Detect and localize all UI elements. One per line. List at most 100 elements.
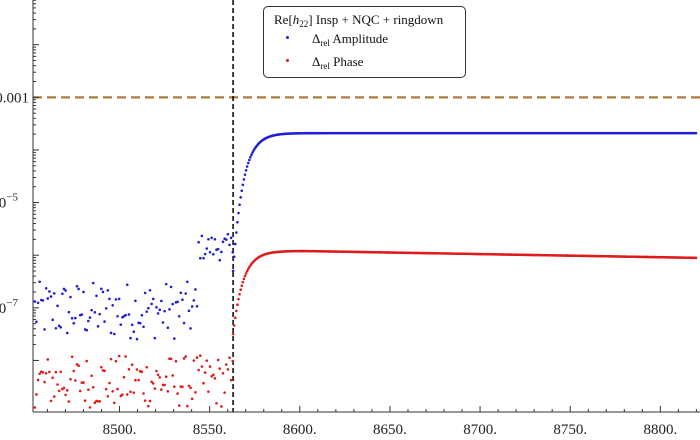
data-point [245, 269, 249, 273]
data-point [85, 359, 89, 363]
data-point [61, 292, 64, 296]
data-point [220, 405, 223, 408]
data-point [246, 161, 250, 165]
data-point [135, 368, 139, 371]
data-point [49, 295, 53, 298]
data-point [205, 247, 209, 250]
data-point [150, 302, 153, 306]
data-point [41, 371, 45, 374]
data-point [150, 380, 153, 384]
data-point [134, 378, 137, 382]
data-point [186, 280, 189, 284]
data-point [148, 289, 152, 292]
data-point [213, 377, 217, 380]
data-point [54, 370, 58, 374]
legend-marker-amplitude [286, 36, 289, 39]
data-point [70, 355, 74, 359]
data-point [87, 319, 90, 323]
data-point [151, 297, 155, 301]
data-point [169, 285, 173, 289]
data-point [210, 236, 213, 240]
data-point [174, 359, 178, 363]
data-point [238, 203, 241, 207]
data-point [198, 256, 202, 260]
data-point [249, 155, 252, 159]
x-tick-label: 8700. [463, 422, 497, 438]
data-point [44, 286, 48, 290]
data-point [134, 299, 137, 303]
data-point [140, 313, 144, 317]
data-point [80, 313, 84, 316]
data-point [181, 298, 184, 302]
x-tick-label: 8800. [643, 422, 677, 438]
data-point [168, 308, 171, 311]
data-point [192, 359, 196, 362]
data-point [244, 169, 248, 172]
data-point [129, 336, 132, 340]
data-point [155, 369, 158, 373]
data-point [130, 363, 134, 366]
data-point [242, 178, 246, 181]
data-point [114, 298, 118, 301]
data-point [232, 255, 236, 259]
x-tick-label: 8500. [103, 422, 137, 438]
data-point [215, 401, 218, 405]
data-point [203, 371, 207, 374]
series-amplitude [33, 131, 698, 341]
data-point [241, 183, 245, 187]
data-point [127, 367, 131, 371]
data-point [65, 331, 69, 335]
data-point [223, 391, 226, 394]
data-point [100, 365, 103, 369]
data-point [117, 297, 121, 301]
data-point [182, 357, 186, 360]
data-point [238, 292, 241, 296]
data-point [56, 383, 59, 386]
data-point [243, 274, 247, 278]
data-point [203, 252, 207, 256]
data-point [242, 277, 246, 281]
data-point [116, 387, 119, 391]
data-point [83, 399, 87, 402]
data-point [192, 299, 196, 302]
data-point [147, 404, 150, 408]
legend-title: Re[h22] Insp + NQC + ringdown [274, 12, 444, 29]
data-point [211, 252, 215, 256]
data-point [251, 151, 254, 154]
data-point [67, 310, 71, 314]
x-tick-label: 8750. [553, 422, 587, 438]
data-point [132, 330, 136, 333]
data-point [106, 289, 110, 292]
data-point [43, 328, 46, 331]
data-point [108, 381, 111, 385]
data-point [231, 359, 235, 363]
data-point [207, 237, 210, 241]
data-point [35, 393, 38, 396]
data-point [96, 325, 100, 328]
y-tick-label: 10−5 [0, 192, 18, 212]
data-point [182, 321, 186, 325]
y-tick-exponent: −5 [6, 192, 18, 204]
data-point [158, 376, 162, 379]
data-point [244, 272, 248, 275]
data-point [231, 251, 235, 254]
data-point [72, 369, 76, 373]
data-point [195, 304, 199, 308]
data-point [218, 258, 222, 262]
y-tick-exponent: −7 [6, 297, 18, 309]
data-point [104, 387, 108, 391]
data-point [85, 328, 89, 332]
data-point [125, 393, 129, 396]
data-point [148, 399, 152, 403]
series-layer [33, 131, 698, 409]
data-point [143, 291, 147, 295]
legend-marker-phase [286, 59, 289, 62]
data-point [250, 153, 253, 157]
data-point [101, 290, 105, 294]
data-point [236, 303, 239, 307]
data-point [113, 401, 116, 405]
data-point [156, 373, 160, 377]
data-point [116, 314, 119, 318]
